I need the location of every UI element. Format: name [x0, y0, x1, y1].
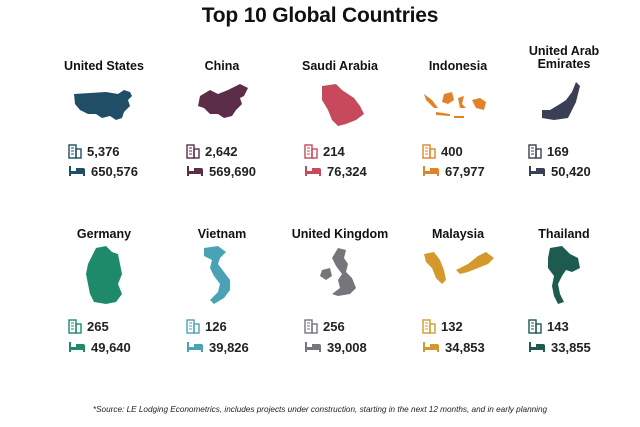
country-name: United Kingdom: [291, 227, 389, 241]
bed-icon: [69, 342, 85, 352]
rooms-stat: 39,008: [304, 339, 367, 355]
rooms-value: 39,826: [209, 339, 249, 355]
rooms-value: 34,853: [445, 339, 485, 355]
country-name: China: [204, 59, 240, 73]
rooms-value: 76,324: [327, 163, 367, 179]
rooms-value: 39,008: [327, 339, 367, 355]
bed-icon: [187, 342, 203, 352]
saudi-arabia-map-icon: [322, 84, 364, 126]
bed-icon: [529, 166, 545, 176]
rooms-value: 49,640: [91, 339, 131, 355]
rooms-stat: 650,576: [68, 163, 138, 179]
rooms-value: 50,420: [551, 163, 591, 179]
building-icon: [528, 143, 542, 159]
building-icon: [528, 318, 542, 334]
hotels-stat: 132: [422, 318, 463, 334]
hotels-value: 256: [323, 318, 345, 334]
hotels-value: 143: [547, 318, 569, 334]
rooms-value: 67,977: [445, 163, 485, 179]
vietnam-map-icon: [204, 246, 230, 304]
hotels-stat: 126: [186, 318, 227, 334]
country-name: Saudi Arabia: [302, 59, 378, 73]
hotels-stat: 265: [68, 318, 109, 334]
rooms-stat: 49,640: [68, 339, 131, 355]
uae-map-icon: [542, 82, 580, 120]
hotels-value: 5,376: [87, 143, 120, 159]
country-grid: United States 5,376 650,576 China: [40, 0, 620, 400]
hotels-value: 400: [441, 143, 463, 159]
rooms-stat: 39,826: [186, 339, 249, 355]
bed-icon: [187, 166, 203, 176]
rooms-value: 569,690: [209, 163, 256, 179]
malaysia-map-icon: [424, 252, 494, 284]
building-icon: [304, 318, 318, 334]
hotels-value: 265: [87, 318, 109, 334]
building-icon: [186, 318, 200, 334]
country-name: United States: [64, 59, 144, 73]
rooms-stat: 33,855: [528, 339, 591, 355]
page-title: Top 10 Global Countries: [201, 4, 439, 27]
rooms-value: 33,855: [551, 339, 591, 355]
source-footnote: *Source: LE Lodging Econometrics, includ…: [92, 405, 548, 414]
hotels-stat: 143: [528, 318, 569, 334]
indonesia-map-icon: [424, 92, 486, 118]
hotels-stat: 2,642: [186, 143, 238, 159]
rooms-stat: 76,324: [304, 163, 367, 179]
bed-icon: [529, 342, 545, 352]
rooms-stat: 34,853: [422, 339, 485, 355]
uk-map-icon: [320, 248, 356, 296]
hotels-stat: 214: [304, 143, 345, 159]
hotels-stat: 169: [528, 143, 569, 159]
hotels-value: 214: [323, 143, 345, 159]
rooms-stat: 569,690: [186, 163, 256, 179]
hotels-stat: 5,376: [68, 143, 120, 159]
country-name: Germany: [76, 227, 132, 241]
china-map-icon: [198, 84, 248, 118]
hotels-stat: 400: [422, 143, 463, 159]
country-name: Malaysia: [431, 227, 485, 241]
usa-map-icon: [74, 90, 132, 120]
hotels-value: 126: [205, 318, 227, 334]
country-name: United Arab Emirates: [528, 44, 600, 71]
country-name: Vietnam: [197, 227, 247, 241]
hotels-value: 2,642: [205, 143, 238, 159]
bed-icon: [423, 342, 439, 352]
bed-icon: [69, 166, 85, 176]
building-icon: [186, 143, 200, 159]
country-name: Thailand: [538, 227, 590, 241]
thailand-map-icon: [548, 246, 580, 304]
bed-icon: [305, 166, 321, 176]
germany-map-icon: [86, 246, 122, 304]
building-icon: [68, 143, 82, 159]
rooms-value: 650,576: [91, 163, 138, 179]
bed-icon: [423, 166, 439, 176]
rooms-stat: 67,977: [422, 163, 485, 179]
bed-icon: [305, 342, 321, 352]
hotels-value: 169: [547, 143, 569, 159]
building-icon: [304, 143, 318, 159]
building-icon: [422, 318, 436, 334]
building-icon: [422, 143, 436, 159]
rooms-stat: 50,420: [528, 163, 591, 179]
hotels-stat: 256: [304, 318, 345, 334]
building-icon: [68, 318, 82, 334]
country-name: Indonesia: [428, 59, 488, 73]
hotels-value: 132: [441, 318, 463, 334]
